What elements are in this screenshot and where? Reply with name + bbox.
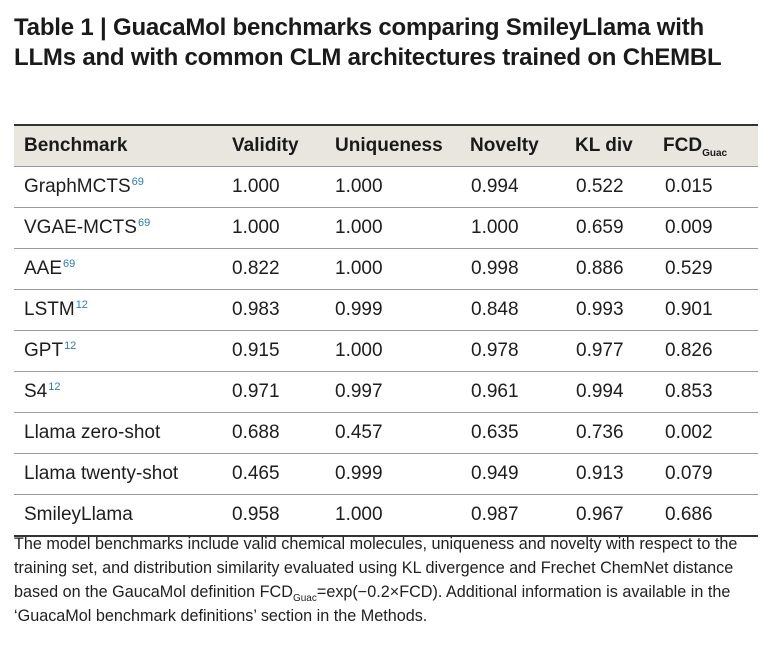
cell-fcd: 0.079	[665, 463, 713, 484]
cell-benchmark: GPT12	[24, 340, 76, 362]
cell-fcd: 0.853	[665, 381, 713, 402]
table-top-rule	[14, 124, 758, 126]
cell-benchmark: Llama zero-shot	[24, 422, 160, 444]
table-row: LSTM12 0.983 0.999 0.848 0.993 0.901	[14, 290, 758, 331]
cell-novelty: 0.949	[471, 463, 519, 484]
cell-fcd: 0.009	[665, 217, 713, 238]
title-separator: |	[93, 14, 113, 41]
cell-fcd: 0.901	[665, 299, 713, 320]
cell-uniqueness: 0.999	[335, 299, 383, 320]
footnote-subscript: Guac	[292, 593, 317, 605]
cell-novelty: 0.998	[471, 258, 519, 279]
cell-novelty: 0.848	[471, 299, 519, 320]
cell-benchmark: AAE69	[24, 258, 75, 280]
table-row: GPT12 0.915 1.000 0.978 0.977 0.826	[14, 331, 758, 372]
cell-benchmark: LSTM12	[24, 299, 88, 321]
cell-fcd: 0.002	[665, 422, 713, 443]
footnote-text-1: The model benchmarks include valid chemi…	[14, 535, 738, 601]
cell-validity: 0.971	[232, 381, 280, 402]
cell-uniqueness: 1.000	[335, 340, 383, 361]
cell-novelty: 0.987	[471, 504, 519, 525]
table-title: Table 1 | GuacaMol benchmarks comparing …	[14, 13, 764, 73]
cell-benchmark: VGAE-MCTS69	[24, 217, 150, 239]
cell-validity: 0.915	[232, 340, 280, 361]
cell-uniqueness: 0.999	[335, 463, 383, 484]
benchmark-name: Llama zero-shot	[24, 422, 161, 443]
reference-superscript[interactable]: 69	[137, 216, 151, 229]
header-fcd-subscript: Guac	[702, 147, 728, 159]
header-benchmark: Benchmark	[24, 135, 128, 156]
table-row: GraphMCTS69 1.000 1.000 0.994 0.522 0.015	[14, 167, 758, 208]
cell-benchmark: S412	[24, 381, 61, 403]
cell-validity: 1.000	[232, 176, 280, 197]
benchmark-name: VGAE-MCTS	[24, 217, 137, 238]
header-novelty: Novelty	[470, 135, 539, 156]
table-footnote: The model benchmarks include valid chemi…	[14, 532, 754, 628]
cell-validity: 0.958	[232, 504, 280, 525]
cell-kl-div: 0.994	[576, 381, 624, 402]
cell-validity: 0.688	[232, 422, 280, 443]
cell-benchmark: Llama twenty-shot	[24, 463, 178, 485]
cell-novelty: 0.961	[471, 381, 519, 402]
table-body: GraphMCTS69 1.000 1.000 0.994 0.522 0.015 VGAE…	[14, 167, 758, 537]
cell-fcd: 0.015	[665, 176, 713, 197]
header-uniqueness: Uniqueness	[335, 135, 443, 156]
cell-validity: 0.822	[232, 258, 280, 279]
cell-kl-div: 0.993	[576, 299, 624, 320]
benchmark-name: SmileyLlama	[24, 504, 133, 525]
cell-kl-div: 0.886	[576, 258, 624, 279]
cell-novelty: 1.000	[471, 217, 519, 238]
cell-benchmark: SmileyLlama	[24, 504, 133, 526]
benchmark-name: LSTM	[24, 299, 75, 320]
benchmark-name: GPT	[24, 340, 64, 361]
table-row: Llama twenty-shot 0.465 0.999 0.949 0.913 0.0…	[14, 454, 758, 495]
table-row: VGAE-MCTS69 1.000 1.000 1.000 0.659 0.009	[14, 208, 758, 249]
cell-uniqueness: 1.000	[335, 504, 383, 525]
cell-kl-div: 0.659	[576, 217, 624, 238]
table-row: Llama zero-shot 0.688 0.457 0.635 0.736 0.002	[14, 413, 758, 454]
header-fcd-label: FCD	[663, 135, 703, 156]
cell-fcd: 0.529	[665, 258, 713, 279]
cell-kl-div: 0.913	[576, 463, 624, 484]
cell-novelty: 0.994	[471, 176, 519, 197]
footnote-text-2: =exp(−0.2×FCD). Additional information i…	[14, 583, 731, 625]
reference-superscript[interactable]: 12	[75, 298, 88, 311]
cell-uniqueness: 1.000	[335, 258, 383, 279]
table-title-text: GuacaMol benchmarks comparing SmileyLlam…	[14, 14, 722, 71]
cell-novelty: 0.978	[471, 340, 519, 361]
cell-kl-div: 0.736	[576, 422, 624, 443]
cell-novelty: 0.635	[471, 422, 519, 443]
header-validity: Validity	[232, 135, 299, 156]
cell-uniqueness: 0.457	[335, 422, 383, 443]
cell-uniqueness: 0.997	[335, 381, 383, 402]
cell-validity: 0.983	[232, 299, 280, 320]
header-kl-div: KL div	[575, 135, 633, 156]
cell-fcd: 0.826	[665, 340, 713, 361]
cell-validity: 0.465	[232, 463, 280, 484]
cell-uniqueness: 1.000	[335, 176, 383, 197]
cell-fcd: 0.686	[665, 504, 713, 525]
table-row: AAE69 0.822 1.000 0.998 0.886 0.529	[14, 249, 758, 290]
benchmark-table: Benchmark Validity Uniqueness Novelty KL…	[14, 124, 758, 537]
reference-superscript[interactable]: 12	[48, 380, 61, 393]
table-row: SmileyLlama 0.958 1.000 0.987 0.967 0.686	[14, 495, 758, 537]
benchmark-name: AAE	[24, 258, 63, 279]
header-fcd: FCDGuac	[663, 135, 728, 159]
benchmark-name: GraphMCTS	[24, 176, 131, 197]
cell-uniqueness: 1.000	[335, 217, 383, 238]
reference-superscript[interactable]: 12	[64, 339, 77, 352]
reference-superscript[interactable]: 69	[131, 175, 144, 188]
table-header-row: Benchmark Validity Uniqueness Novelty KL…	[14, 126, 758, 167]
table-label: Table 1	[14, 14, 94, 41]
cell-benchmark: GraphMCTS69	[24, 176, 144, 198]
table-row: S412 0.971 0.997 0.961 0.994 0.853	[14, 372, 758, 413]
benchmark-name: Llama twenty-shot	[24, 463, 179, 484]
cell-kl-div: 0.967	[576, 504, 624, 525]
cell-validity: 1.000	[232, 217, 280, 238]
reference-superscript[interactable]: 69	[63, 257, 76, 270]
cell-kl-div: 0.977	[576, 340, 624, 361]
cell-kl-div: 0.522	[576, 176, 624, 197]
benchmark-name: S4	[24, 381, 48, 402]
